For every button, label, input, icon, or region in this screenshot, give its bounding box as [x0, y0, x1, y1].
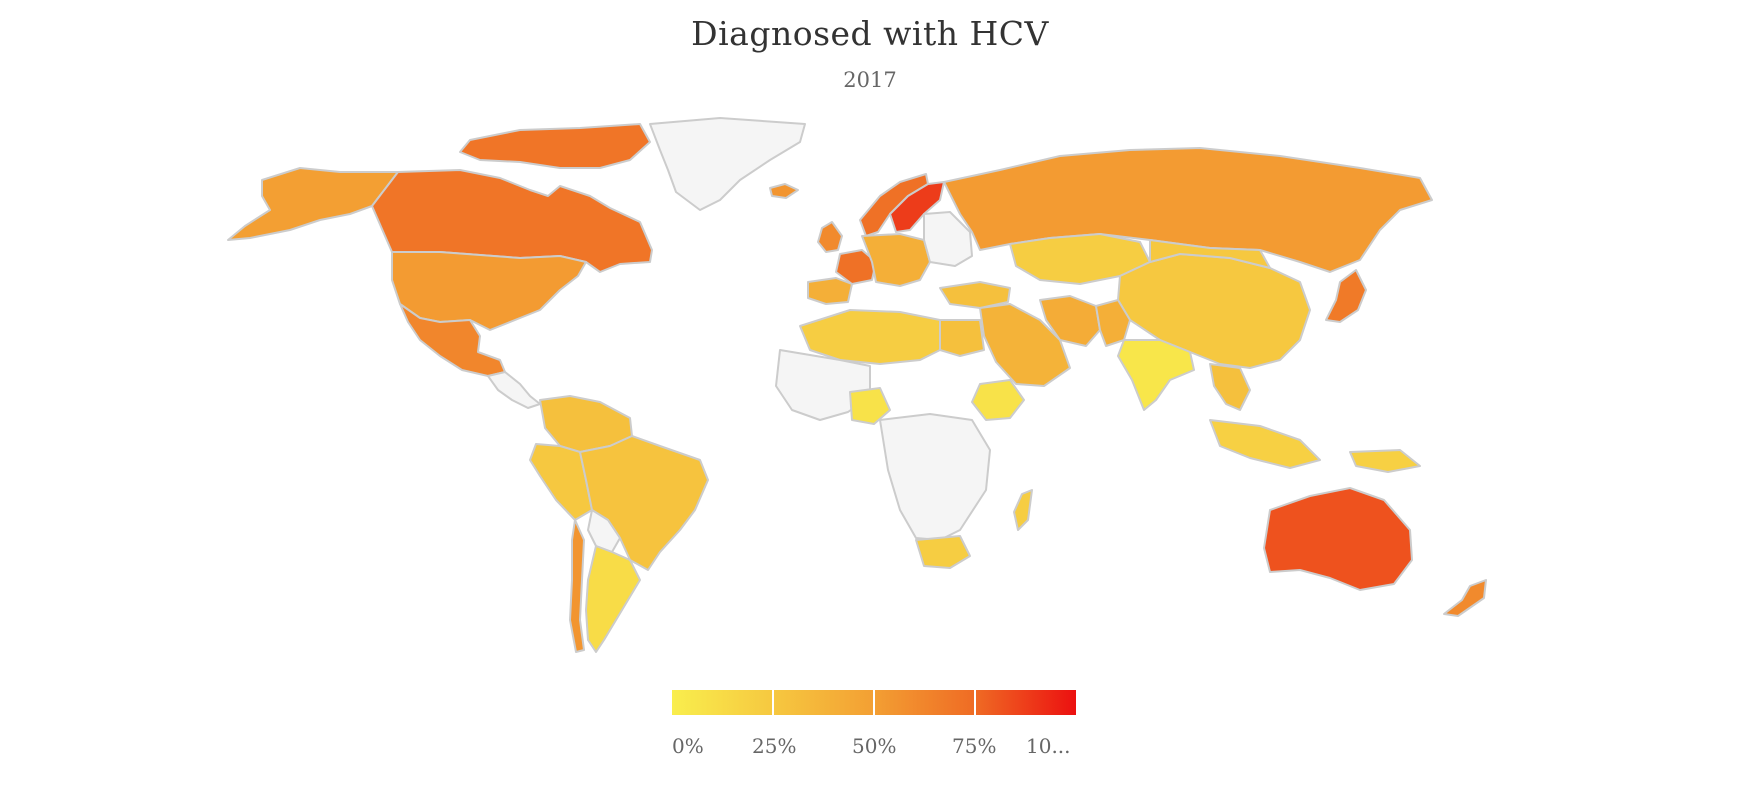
region-mexico[interactable] — [399, 303, 506, 377]
legend-tick-50 — [873, 690, 875, 715]
region-canadian-arctic-islands[interactable] — [459, 123, 651, 169]
region-turkey[interactable] — [939, 281, 1011, 309]
legend-label-75: 75% — [952, 734, 997, 758]
region-argentina[interactable] — [585, 545, 641, 653]
legend-label-25: 25% — [752, 734, 797, 758]
region-new-zealand[interactable] — [1443, 579, 1487, 617]
region-southeast-asia[interactable] — [1209, 363, 1251, 411]
region-west-africa[interactable] — [775, 349, 871, 421]
legend-label-50: 50% — [852, 734, 897, 758]
region-sweden-finland[interactable] — [889, 181, 945, 233]
region-madagascar[interactable] — [1013, 489, 1033, 531]
region-egypt[interactable] — [939, 319, 985, 357]
region-australia[interactable] — [1263, 487, 1413, 591]
region-spain-portugal[interactable] — [807, 277, 853, 305]
legend-tick-25 — [772, 690, 774, 715]
region-chile[interactable] — [569, 519, 585, 653]
legend-tick-75 — [974, 690, 976, 715]
color-legend — [672, 690, 1076, 715]
region-france[interactable] — [835, 249, 877, 285]
region-central-africa[interactable] — [879, 413, 991, 541]
region-central-europe[interactable] — [861, 233, 931, 287]
region-india[interactable] — [1117, 339, 1195, 411]
region-alaska[interactable] — [227, 167, 399, 241]
region-nigeria[interactable] — [849, 387, 891, 425]
region-russia[interactable] — [943, 147, 1433, 273]
region-japan[interactable] — [1325, 269, 1367, 323]
region-indonesia[interactable] — [1209, 419, 1321, 469]
map-title: Diagnosed with HCV — [691, 14, 1049, 53]
legend-label-0: 0% — [672, 734, 704, 758]
region-central-america[interactable] — [487, 371, 541, 409]
region-papua-new-guinea[interactable] — [1349, 449, 1421, 473]
legend-label-100: 10... — [1026, 734, 1071, 758]
map-subtitle: 2017 — [843, 68, 897, 92]
region-north-africa[interactable] — [799, 309, 941, 365]
region-united-kingdom[interactable] — [817, 221, 843, 253]
region-iran[interactable] — [1039, 295, 1101, 347]
region-south-africa[interactable] — [915, 535, 971, 569]
region-ethiopia[interactable] — [971, 379, 1025, 421]
region-peru[interactable] — [529, 443, 593, 521]
region-middle-east[interactable] — [979, 303, 1071, 387]
region-iceland[interactable] — [769, 183, 799, 199]
region-mongolia[interactable] — [1149, 239, 1271, 269]
region-greenland[interactable] — [649, 117, 806, 211]
region-eastern-europe[interactable] — [923, 211, 973, 267]
